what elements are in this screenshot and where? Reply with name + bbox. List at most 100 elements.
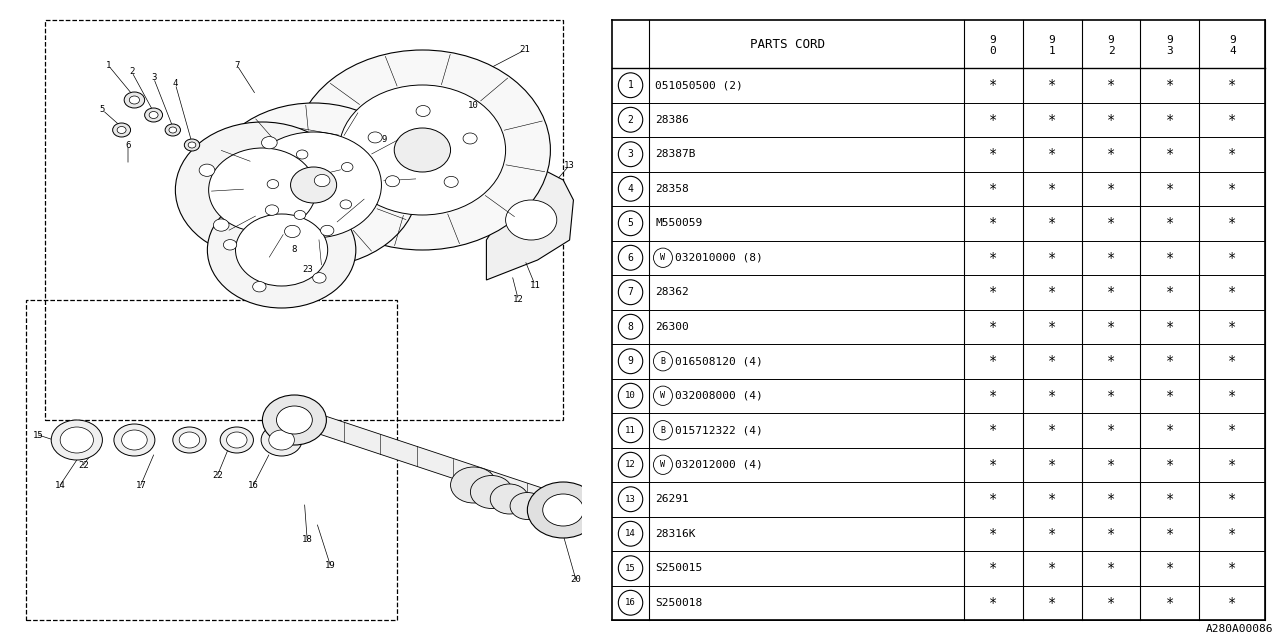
Text: A280A00086: A280A00086 bbox=[1206, 623, 1274, 634]
Circle shape bbox=[312, 273, 326, 283]
Text: *: * bbox=[1228, 78, 1236, 92]
Text: 9: 9 bbox=[1166, 35, 1174, 45]
Circle shape bbox=[148, 111, 159, 118]
Text: 26300: 26300 bbox=[655, 322, 689, 332]
Circle shape bbox=[463, 133, 477, 144]
Circle shape bbox=[509, 493, 545, 520]
Text: *: * bbox=[1166, 285, 1174, 300]
Text: *: * bbox=[1166, 527, 1174, 541]
Text: W: W bbox=[660, 391, 666, 400]
Text: *: * bbox=[1107, 423, 1115, 437]
Text: *: * bbox=[1166, 561, 1174, 575]
Text: *: * bbox=[1048, 78, 1056, 92]
Circle shape bbox=[209, 148, 316, 232]
Circle shape bbox=[209, 103, 419, 267]
Circle shape bbox=[291, 167, 337, 203]
Text: *: * bbox=[1107, 388, 1115, 403]
Text: *: * bbox=[989, 596, 997, 610]
Text: *: * bbox=[1107, 147, 1115, 161]
Text: *: * bbox=[1166, 355, 1174, 368]
Circle shape bbox=[506, 200, 557, 240]
Circle shape bbox=[179, 432, 200, 448]
Text: *: * bbox=[1107, 596, 1115, 610]
Text: 016508120 (4): 016508120 (4) bbox=[676, 356, 763, 366]
Text: *: * bbox=[989, 458, 997, 472]
Text: W: W bbox=[660, 460, 666, 469]
Text: *: * bbox=[1048, 561, 1056, 575]
Text: *: * bbox=[1048, 285, 1056, 300]
Circle shape bbox=[269, 430, 294, 450]
Circle shape bbox=[114, 424, 155, 456]
Circle shape bbox=[252, 282, 266, 292]
Text: *: * bbox=[989, 388, 997, 403]
Text: 18: 18 bbox=[302, 536, 312, 545]
Text: *: * bbox=[1107, 492, 1115, 506]
Circle shape bbox=[165, 124, 180, 136]
Bar bbox=[26, 300, 397, 620]
Text: 16: 16 bbox=[625, 598, 636, 607]
Circle shape bbox=[294, 211, 306, 220]
Text: 0: 0 bbox=[989, 46, 996, 56]
Text: *: * bbox=[1166, 320, 1174, 333]
Text: 4: 4 bbox=[627, 184, 634, 194]
Text: *: * bbox=[1107, 285, 1115, 300]
Text: *: * bbox=[989, 216, 997, 230]
Text: *: * bbox=[1048, 458, 1056, 472]
Text: 6: 6 bbox=[125, 141, 131, 150]
Circle shape bbox=[118, 127, 127, 134]
Polygon shape bbox=[486, 170, 573, 280]
Text: *: * bbox=[1166, 388, 1174, 403]
Circle shape bbox=[320, 225, 334, 236]
Circle shape bbox=[169, 127, 177, 133]
Text: *: * bbox=[1048, 113, 1056, 127]
Text: 5: 5 bbox=[100, 106, 105, 115]
Text: 9: 9 bbox=[381, 136, 387, 145]
Circle shape bbox=[261, 424, 302, 456]
Circle shape bbox=[124, 92, 145, 108]
Text: *: * bbox=[1048, 182, 1056, 196]
Text: *: * bbox=[1228, 596, 1236, 610]
Circle shape bbox=[297, 150, 308, 159]
Text: 015712322 (4): 015712322 (4) bbox=[676, 425, 763, 435]
Circle shape bbox=[175, 122, 349, 258]
Circle shape bbox=[246, 132, 381, 238]
Circle shape bbox=[122, 430, 147, 450]
Text: *: * bbox=[1228, 147, 1236, 161]
Circle shape bbox=[261, 136, 278, 149]
Text: 11: 11 bbox=[625, 426, 636, 435]
Circle shape bbox=[527, 482, 599, 538]
Text: *: * bbox=[1228, 251, 1236, 265]
Text: *: * bbox=[1166, 113, 1174, 127]
Circle shape bbox=[284, 225, 301, 237]
Text: *: * bbox=[1048, 147, 1056, 161]
Text: 2: 2 bbox=[1107, 46, 1115, 56]
Circle shape bbox=[214, 219, 229, 231]
Text: *: * bbox=[1107, 355, 1115, 368]
Text: 9: 9 bbox=[627, 356, 634, 366]
Text: W: W bbox=[660, 253, 666, 262]
Text: 17: 17 bbox=[136, 481, 146, 490]
Text: *: * bbox=[1166, 492, 1174, 506]
Text: B: B bbox=[660, 426, 666, 435]
Text: *: * bbox=[1048, 251, 1056, 265]
Text: 8: 8 bbox=[292, 246, 297, 255]
Text: *: * bbox=[989, 320, 997, 333]
Text: *: * bbox=[989, 113, 997, 127]
Text: 1: 1 bbox=[627, 80, 634, 90]
Text: 9: 9 bbox=[1229, 35, 1235, 45]
Text: *: * bbox=[1048, 596, 1056, 610]
Text: 28362: 28362 bbox=[655, 287, 689, 297]
Text: 7: 7 bbox=[234, 61, 239, 70]
Circle shape bbox=[543, 494, 584, 526]
Circle shape bbox=[51, 420, 102, 460]
Text: 23: 23 bbox=[302, 266, 312, 275]
Text: *: * bbox=[1107, 320, 1115, 333]
Circle shape bbox=[227, 432, 247, 448]
Text: 13: 13 bbox=[564, 161, 575, 170]
Text: M550059: M550059 bbox=[655, 218, 703, 228]
Text: 032010000 (8): 032010000 (8) bbox=[676, 253, 763, 263]
Text: *: * bbox=[1166, 423, 1174, 437]
Circle shape bbox=[129, 96, 140, 104]
Circle shape bbox=[471, 476, 512, 509]
Text: 8: 8 bbox=[627, 322, 634, 332]
